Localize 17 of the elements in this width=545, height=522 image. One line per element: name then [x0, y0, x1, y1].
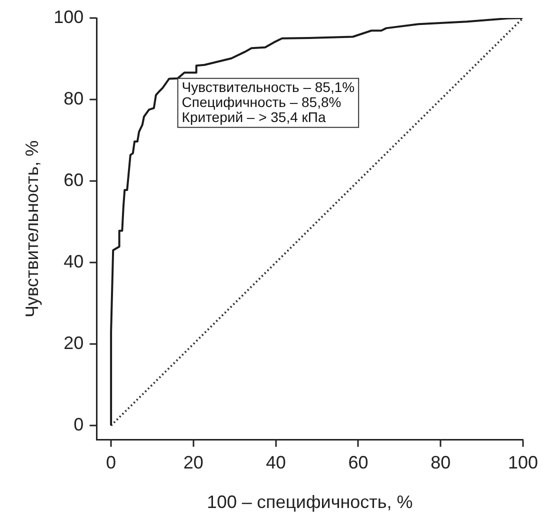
- y-tick-label: 80: [64, 88, 84, 108]
- annotation: Чувствительность – 85,1%: [182, 79, 355, 96]
- x-tick-label: 40: [266, 452, 286, 473]
- x-tick-label: 60: [348, 452, 368, 473]
- x-tick-label: 80: [430, 452, 451, 473]
- y-tick-label: 20: [64, 333, 84, 353]
- y-tick-label: 0: [74, 414, 84, 435]
- x-tick-label: 0: [106, 452, 116, 473]
- annotation: Критерий – > 35,4 кПа: [182, 109, 326, 126]
- x-tick-label: 20: [183, 452, 204, 473]
- y-tick-label: 60: [64, 170, 84, 190]
- annotation: Специфичность – 85,8%: [182, 94, 342, 110]
- x-tick-label: 100: [508, 452, 538, 473]
- y-axis-title: Чувствительность, %: [22, 140, 42, 318]
- y-tick-label: 40: [64, 251, 84, 272]
- y-tick-label: 100: [54, 6, 84, 27]
- x-axis-title: 100 – специфичность, %: [206, 492, 413, 512]
